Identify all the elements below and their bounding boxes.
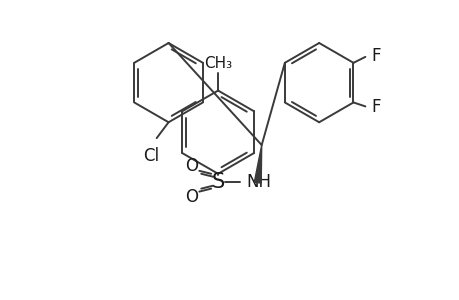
Text: NH: NH [246,173,271,191]
Text: O: O [185,188,197,206]
Text: Cl: Cl [142,147,158,165]
Text: CH₃: CH₃ [204,56,232,71]
Text: S: S [211,172,224,192]
Polygon shape [254,145,261,183]
Text: O: O [185,157,197,175]
Text: F: F [370,98,380,116]
Text: F: F [370,47,380,65]
